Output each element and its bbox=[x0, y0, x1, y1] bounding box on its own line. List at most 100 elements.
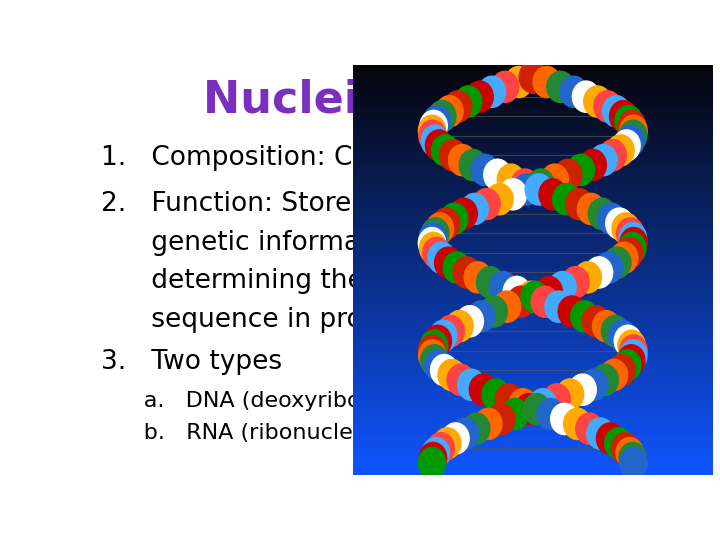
Circle shape bbox=[619, 222, 647, 254]
Circle shape bbox=[603, 96, 630, 127]
Circle shape bbox=[487, 403, 515, 435]
Circle shape bbox=[593, 310, 620, 342]
Circle shape bbox=[552, 184, 580, 215]
Circle shape bbox=[474, 408, 502, 440]
Circle shape bbox=[423, 237, 450, 268]
Circle shape bbox=[473, 188, 500, 220]
Circle shape bbox=[435, 247, 462, 278]
Circle shape bbox=[613, 130, 640, 161]
Circle shape bbox=[615, 105, 642, 137]
Circle shape bbox=[579, 150, 606, 180]
Circle shape bbox=[426, 130, 453, 161]
Circle shape bbox=[576, 413, 603, 444]
Circle shape bbox=[425, 349, 452, 381]
Circle shape bbox=[567, 154, 595, 185]
Circle shape bbox=[535, 276, 562, 308]
Circle shape bbox=[618, 110, 646, 141]
Circle shape bbox=[482, 379, 509, 410]
Text: 2.   Function: Store and transmit: 2. Function: Store and transmit bbox=[101, 191, 529, 217]
Circle shape bbox=[471, 154, 498, 185]
Circle shape bbox=[611, 433, 639, 464]
Circle shape bbox=[459, 150, 487, 180]
Circle shape bbox=[433, 208, 460, 239]
Circle shape bbox=[495, 384, 523, 415]
Circle shape bbox=[480, 296, 508, 327]
Circle shape bbox=[620, 447, 647, 478]
Circle shape bbox=[422, 437, 449, 469]
Text: genetic information by: genetic information by bbox=[101, 230, 451, 256]
Circle shape bbox=[461, 193, 488, 225]
Circle shape bbox=[420, 232, 447, 264]
Circle shape bbox=[569, 374, 596, 405]
Circle shape bbox=[560, 76, 588, 107]
Circle shape bbox=[464, 262, 492, 293]
Circle shape bbox=[616, 237, 643, 268]
Circle shape bbox=[420, 345, 448, 376]
Circle shape bbox=[588, 198, 616, 230]
Circle shape bbox=[492, 71, 519, 103]
Text: sequence in proteins: sequence in proteins bbox=[101, 307, 428, 333]
Circle shape bbox=[584, 86, 611, 117]
Circle shape bbox=[419, 120, 446, 151]
Circle shape bbox=[427, 433, 454, 464]
Circle shape bbox=[418, 115, 446, 146]
Circle shape bbox=[620, 227, 647, 259]
Circle shape bbox=[585, 257, 613, 288]
Circle shape bbox=[451, 418, 479, 449]
Circle shape bbox=[418, 335, 446, 366]
Circle shape bbox=[608, 320, 636, 352]
Circle shape bbox=[505, 66, 533, 98]
Circle shape bbox=[513, 174, 541, 205]
Circle shape bbox=[529, 389, 557, 420]
Circle shape bbox=[549, 272, 576, 303]
Text: b.   RNA (ribonucleic acid): b. RNA (ribonucleic acid) bbox=[101, 423, 433, 443]
Circle shape bbox=[618, 345, 645, 376]
Circle shape bbox=[456, 306, 483, 337]
Circle shape bbox=[486, 184, 513, 215]
Circle shape bbox=[509, 389, 536, 420]
Circle shape bbox=[554, 159, 582, 191]
Circle shape bbox=[594, 91, 621, 122]
Circle shape bbox=[484, 159, 511, 191]
Circle shape bbox=[571, 301, 598, 332]
Circle shape bbox=[519, 62, 546, 93]
Circle shape bbox=[551, 403, 578, 435]
Circle shape bbox=[469, 374, 497, 405]
Circle shape bbox=[612, 213, 639, 244]
Text: determining the amino acid: determining the amino acid bbox=[101, 268, 518, 294]
Circle shape bbox=[519, 62, 546, 93]
Circle shape bbox=[580, 369, 608, 400]
Circle shape bbox=[572, 81, 600, 112]
Circle shape bbox=[539, 179, 567, 210]
Circle shape bbox=[419, 222, 446, 254]
Circle shape bbox=[420, 110, 447, 141]
Circle shape bbox=[517, 281, 544, 313]
Circle shape bbox=[419, 442, 446, 474]
Circle shape bbox=[617, 125, 644, 156]
Circle shape bbox=[458, 369, 485, 400]
Circle shape bbox=[618, 330, 645, 361]
Circle shape bbox=[431, 355, 458, 386]
Circle shape bbox=[443, 252, 470, 283]
Circle shape bbox=[546, 71, 574, 103]
Circle shape bbox=[431, 135, 459, 166]
Circle shape bbox=[478, 76, 505, 107]
Circle shape bbox=[614, 325, 642, 356]
Circle shape bbox=[511, 169, 539, 200]
Circle shape bbox=[421, 125, 449, 156]
Circle shape bbox=[620, 335, 647, 366]
Circle shape bbox=[611, 242, 638, 273]
Circle shape bbox=[591, 364, 618, 395]
Circle shape bbox=[447, 364, 474, 395]
Circle shape bbox=[462, 413, 490, 444]
Circle shape bbox=[446, 310, 473, 342]
Circle shape bbox=[420, 330, 448, 361]
Circle shape bbox=[428, 242, 455, 273]
Circle shape bbox=[444, 91, 472, 122]
Circle shape bbox=[610, 100, 637, 132]
Circle shape bbox=[533, 66, 560, 98]
Circle shape bbox=[574, 262, 601, 293]
Circle shape bbox=[595, 252, 623, 283]
Text: Nucleic Acids: Nucleic Acids bbox=[203, 79, 535, 122]
Circle shape bbox=[437, 315, 464, 347]
